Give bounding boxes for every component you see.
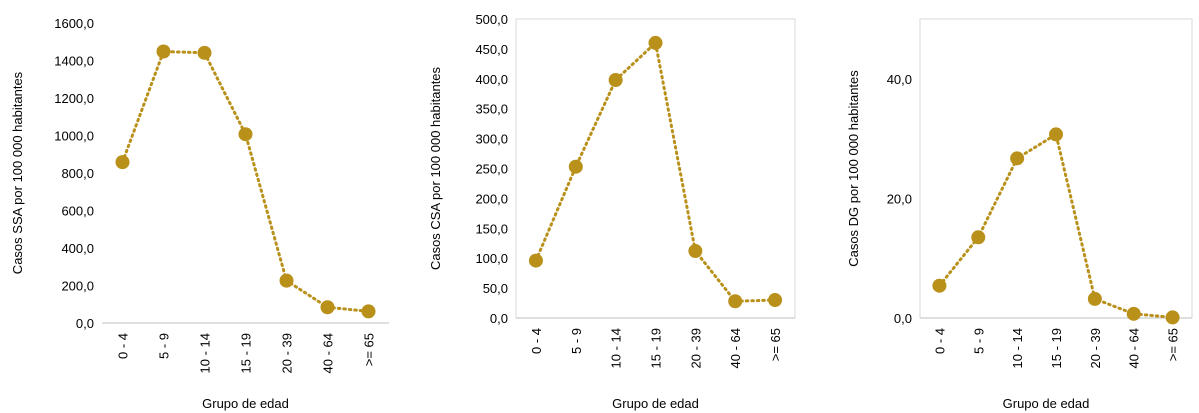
x-tick-label: 10 - 14 bbox=[198, 333, 213, 373]
data-point bbox=[608, 72, 623, 87]
x-tick-label: 40 - 64 bbox=[321, 333, 336, 373]
data-point bbox=[688, 244, 703, 259]
y-tick-label: 100,0 bbox=[475, 251, 508, 266]
y-tick-label: 800,0 bbox=[61, 166, 94, 181]
y-axis-title: Casos CSA por 100 000 habitantes bbox=[428, 66, 443, 270]
data-point bbox=[528, 253, 543, 268]
y-tick-label: 0,0 bbox=[490, 311, 508, 326]
y-tick-label: 400,0 bbox=[475, 72, 508, 87]
data-point bbox=[971, 230, 986, 245]
data-point bbox=[728, 294, 743, 309]
data-point bbox=[1165, 310, 1180, 325]
y-tick-label: 1200,0 bbox=[54, 91, 94, 106]
x-tick-label: 5 - 9 bbox=[971, 328, 986, 354]
y-tick-label: 300,0 bbox=[475, 132, 508, 147]
y-tick-label: 200,0 bbox=[61, 279, 94, 294]
x-tick-label: 20 - 39 bbox=[688, 328, 703, 368]
x-tick-label: 40 - 64 bbox=[728, 328, 743, 368]
y-tick-label: 0,0 bbox=[894, 311, 912, 326]
x-tick-label: >= 65 bbox=[362, 333, 377, 366]
y-tick-label: 250,0 bbox=[475, 162, 508, 177]
x-tick-label: 0 - 4 bbox=[529, 328, 544, 354]
x-axis-title: Grupo de edad bbox=[1003, 396, 1090, 411]
x-tick-label: 10 - 14 bbox=[609, 328, 624, 368]
x-tick-label: 20 - 39 bbox=[1088, 328, 1103, 368]
data-point bbox=[156, 44, 171, 59]
data-point bbox=[1126, 306, 1141, 321]
data-point bbox=[932, 278, 947, 293]
x-tick-label: 15 - 19 bbox=[649, 328, 664, 368]
data-point bbox=[197, 45, 212, 60]
x-tick-label: 40 - 64 bbox=[1127, 328, 1142, 368]
y-tick-label: 350,0 bbox=[475, 102, 508, 117]
y-tick-label: 450,0 bbox=[475, 42, 508, 57]
data-point bbox=[568, 159, 583, 174]
x-tick-label: 10 - 14 bbox=[1010, 328, 1025, 368]
series-line bbox=[121, 49, 370, 313]
y-axis-title: Casos DG por 100 000 habitantes bbox=[846, 70, 861, 267]
x-axis-title: Grupo de edad bbox=[612, 396, 699, 411]
chart-panel-2: 0,0 50,0 100,0 150,0 200,0 250,0 300,0 350,0 400… bbox=[428, 12, 796, 411]
y-tick-label: 200,0 bbox=[475, 191, 508, 206]
x-tick-label: 15 - 19 bbox=[1049, 328, 1064, 368]
y-tick-label: 150,0 bbox=[475, 221, 508, 236]
y-tick-label: 40,0 bbox=[887, 72, 912, 87]
y-tick-label: 1000,0 bbox=[54, 129, 94, 144]
data-point bbox=[115, 155, 130, 170]
plot-frame bbox=[515, 18, 796, 319]
series-line bbox=[937, 132, 1175, 319]
x-axis-title: Grupo de edad bbox=[202, 396, 289, 411]
y-tick-label: 1600,0 bbox=[54, 16, 94, 31]
x-tick-label: 0 - 4 bbox=[932, 328, 947, 354]
data-point bbox=[320, 300, 335, 315]
y-axis-title: Casos SSA por 100 000 habitantes bbox=[10, 71, 25, 274]
x-tick-label: 5 - 9 bbox=[569, 328, 584, 354]
x-tick-label: 5 - 9 bbox=[157, 333, 172, 359]
y-tick-label: 500,0 bbox=[475, 12, 508, 27]
y-tick-label: 20,0 bbox=[887, 191, 912, 206]
y-tick-label: 600,0 bbox=[61, 204, 94, 219]
x-tick-label: 20 - 39 bbox=[280, 333, 295, 373]
y-tick-label: 1400,0 bbox=[54, 54, 94, 69]
data-point bbox=[1087, 291, 1102, 306]
x-tick-label: >= 65 bbox=[1166, 328, 1181, 361]
data-point bbox=[279, 273, 294, 288]
data-point bbox=[648, 35, 663, 50]
data-point bbox=[238, 127, 253, 142]
x-tick-label: 0 - 4 bbox=[116, 333, 131, 359]
x-tick-label: >= 65 bbox=[768, 328, 783, 361]
data-point bbox=[1010, 151, 1025, 166]
x-tick-label: 15 - 19 bbox=[239, 333, 254, 373]
y-tick-label: 50,0 bbox=[483, 281, 508, 296]
data-point bbox=[768, 293, 783, 308]
chart-panel-3: 0,0 20,0 40,0 0 - 4 5 - 9 10 - 14 15 - 19 20 - … bbox=[846, 18, 1193, 411]
y-tick-label: 400,0 bbox=[61, 241, 94, 256]
data-point bbox=[1049, 127, 1063, 142]
data-point bbox=[361, 304, 376, 319]
chart-panel-1: 0,0 200,0 400,0 600,0 800,0 1000,0 1200,0 1400,… bbox=[10, 16, 389, 411]
plot-frame bbox=[919, 18, 1193, 319]
y-tick-label: 0,0 bbox=[76, 316, 94, 331]
